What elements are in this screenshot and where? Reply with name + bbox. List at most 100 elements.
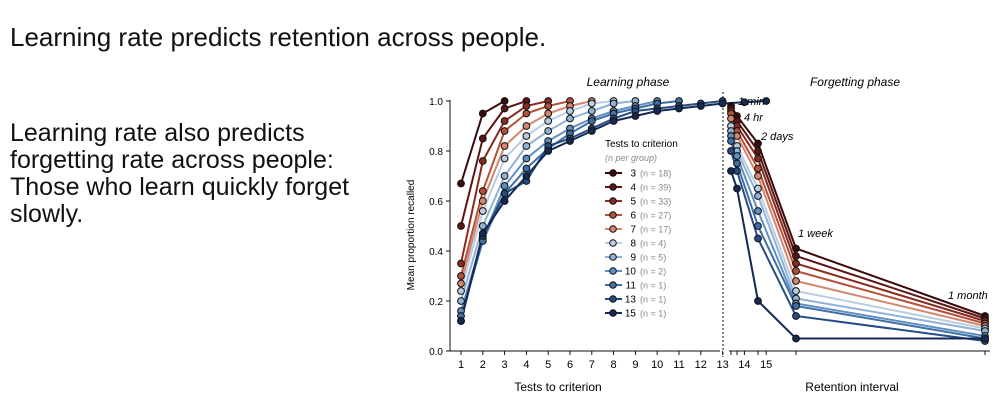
y-tick-label: 0.8 (429, 147, 443, 158)
legend-swatch-point (609, 239, 617, 247)
learning-point-10 (522, 154, 531, 163)
learning-point-5 (478, 157, 487, 165)
legend-series-name: 4 (630, 183, 636, 194)
learning-point-8 (457, 287, 465, 295)
learning-point-6 (478, 187, 487, 195)
learning-point-8 (500, 154, 509, 163)
forgetting-point-3 (792, 244, 800, 253)
learning-point-8 (566, 107, 574, 115)
x-tick-label: 2 (480, 359, 486, 371)
slide-body-text: Learning rate also predicts forgetting r… (10, 119, 350, 228)
learning-point-15 (609, 117, 618, 125)
x-tick-label: 15 (760, 359, 772, 371)
learning-point-15 (522, 172, 531, 180)
learning-point-4 (478, 134, 487, 143)
forgetting-phase-title: Forgetting phase (810, 75, 900, 89)
legend-series-n: (n = 17) (640, 225, 671, 235)
forgetting-point-7 (754, 172, 762, 180)
y-tick-label: 1.0 (429, 97, 443, 108)
legend-series-name: 7 (630, 225, 636, 236)
interval-label: 4 hr (744, 112, 764, 124)
forgetting-point-15 (792, 334, 800, 343)
learning-point-15 (696, 102, 705, 110)
legend-series-name: 5 (630, 197, 636, 208)
legend-swatch-point (609, 225, 617, 233)
x-tick-label: 12 (695, 359, 707, 371)
legend-swatch-point (609, 183, 617, 191)
learning-point-15 (478, 229, 487, 238)
legend-series-name: 3 (630, 169, 636, 180)
forgetting-point-11 (727, 137, 735, 145)
learning-point-9 (544, 127, 553, 135)
learning-point-7 (522, 122, 531, 130)
learning-point-5 (522, 102, 531, 110)
learning-point-15 (500, 197, 509, 205)
learning-x-axis-label: Tests to criterion (514, 380, 601, 394)
learning-point-13 (500, 189, 509, 198)
interval-label: 2 days (760, 131, 794, 143)
legend-series-name: 6 (630, 211, 636, 222)
legend-swatch-point (609, 295, 617, 303)
x-tick-label: 13 (716, 359, 728, 371)
forgetting-point-6 (792, 267, 800, 275)
x-tick-label: 4 (523, 359, 529, 371)
legend-swatch-point (609, 253, 617, 261)
y-tick-label: 0.6 (429, 197, 443, 208)
x-tick-label: 6 (567, 359, 573, 371)
forgetting-point-15 (981, 334, 989, 343)
learning-point-8 (478, 207, 487, 215)
learning-point-15 (587, 127, 596, 135)
forgetting-point-8 (754, 184, 762, 193)
learning-point-3 (457, 179, 465, 188)
interval-label: 1 month (948, 290, 988, 302)
learning-point-15 (675, 104, 683, 113)
forgetting-point-13 (792, 312, 800, 320)
forgetting-point-15 (727, 167, 735, 175)
learning-point-15 (544, 147, 553, 155)
learning-point-9 (566, 114, 574, 123)
learning-point-7 (500, 142, 509, 150)
interval-label: 1 min (738, 96, 765, 108)
x-tick-label: 14 (738, 359, 750, 371)
learning-point-6 (544, 102, 553, 110)
y-tick-label: 0.0 (429, 347, 443, 358)
legend-swatch-point (609, 169, 617, 177)
learning-point-8 (544, 117, 553, 125)
forgetting-point-10 (754, 207, 762, 215)
learning-point-9 (587, 107, 596, 115)
slide-title: Learning rate predicts retention across … (10, 22, 547, 52)
forgetting-point-5 (754, 154, 762, 163)
legend-series-n: (n = 27) (640, 211, 671, 221)
forgetting-point-11 (733, 159, 741, 168)
y-tick-label: 0.4 (429, 247, 443, 258)
learning-point-15 (457, 317, 465, 325)
legend-series-n: (n = 39) (640, 183, 671, 193)
learning-point-8 (587, 99, 596, 108)
legend-swatch-point (609, 281, 617, 289)
forgetting-point-15 (754, 297, 762, 305)
learning-line-4 (460, 100, 527, 227)
learning-point-9 (522, 142, 531, 150)
legend-swatch-point (609, 211, 617, 219)
forgetting-point-8 (792, 287, 800, 295)
y-tick-label: 0.2 (429, 297, 443, 308)
forgetting-point-7 (727, 114, 735, 123)
forgetting-point-11 (754, 222, 762, 230)
forgetting-point-3 (754, 139, 762, 148)
learning-point-6 (522, 109, 531, 118)
forgetting-point-9 (754, 192, 762, 200)
legend-series-n: (n = 1) (640, 281, 666, 291)
legend-series-n: (n = 5) (640, 253, 666, 263)
forgetting-point-15 (733, 184, 741, 193)
x-tick-label: 9 (632, 359, 638, 371)
legend-series-name: 8 (630, 239, 636, 250)
forgetting-point-13 (754, 234, 762, 243)
legend-series-n: (n = 1) (640, 309, 666, 319)
learning-point-15 (740, 98, 749, 107)
forgetting-point-7 (792, 277, 800, 285)
legend-series-name: 13 (625, 295, 637, 306)
learning-point-3 (478, 109, 487, 118)
learning-point-9 (500, 172, 509, 180)
y-axis-label: Mean proportion recalled (406, 180, 417, 291)
x-tick-label: 3 (502, 359, 508, 371)
